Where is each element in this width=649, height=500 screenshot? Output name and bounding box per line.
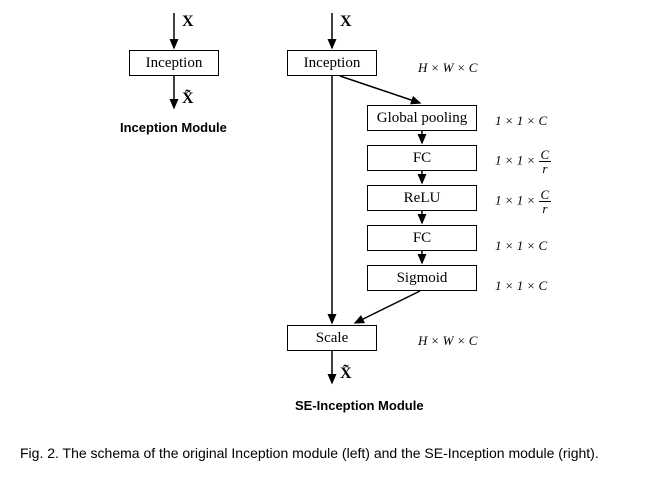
- dim-fc1: 1 × 1 × Cr: [495, 148, 551, 175]
- dim-fc1-num: C: [539, 148, 552, 162]
- left-inception-label: Inception: [146, 55, 203, 72]
- left-output-Xtilde: X̃: [182, 90, 194, 108]
- se-sigmoid-label: Sigmoid: [397, 270, 448, 287]
- dim-sigmoid: 1 × 1 × C: [495, 278, 547, 294]
- se-relu-label: ReLU: [404, 190, 441, 207]
- se-relu-block: ReLU: [367, 185, 477, 211]
- dim-gpool: 1 × 1 × C: [495, 113, 547, 129]
- scale-label: Scale: [316, 330, 348, 347]
- figure-caption: Fig. 2. The schema of the original Incep…: [20, 444, 630, 462]
- left-title: Inception Module: [120, 120, 227, 135]
- right-title: SE-Inception Module: [295, 398, 424, 413]
- se-gpool-block: Global pooling: [367, 105, 477, 131]
- se-fc2-block: FC: [367, 225, 477, 251]
- right-inception-block: Inception: [287, 50, 377, 76]
- dim-fc1-den: r: [539, 162, 552, 175]
- right-inception-label: Inception: [304, 55, 361, 72]
- dim-relu-num: C: [539, 188, 552, 202]
- se-fc2-label: FC: [413, 230, 431, 247]
- dim-relu: 1 × 1 × Cr: [495, 188, 551, 215]
- se-fc1-block: FC: [367, 145, 477, 171]
- dim-relu-den: r: [539, 202, 552, 215]
- right-input-X: X: [340, 13, 352, 31]
- left-inception-block: Inception: [129, 50, 219, 76]
- se-gpool-label: Global pooling: [377, 110, 467, 127]
- dim-inception: H × W × C: [418, 60, 477, 76]
- dim-fc2: 1 × 1 × C: [495, 238, 547, 254]
- dim-fc1-pre: 1 × 1 ×: [495, 152, 539, 167]
- left-input-X: X: [182, 13, 194, 31]
- right-output-Xtilde: X̃: [340, 365, 352, 383]
- scale-block: Scale: [287, 325, 377, 351]
- se-sigmoid-block: Sigmoid: [367, 265, 477, 291]
- dim-scale: H × W × C: [418, 333, 477, 349]
- dim-relu-pre: 1 × 1 ×: [495, 192, 539, 207]
- se-fc1-label: FC: [413, 150, 431, 167]
